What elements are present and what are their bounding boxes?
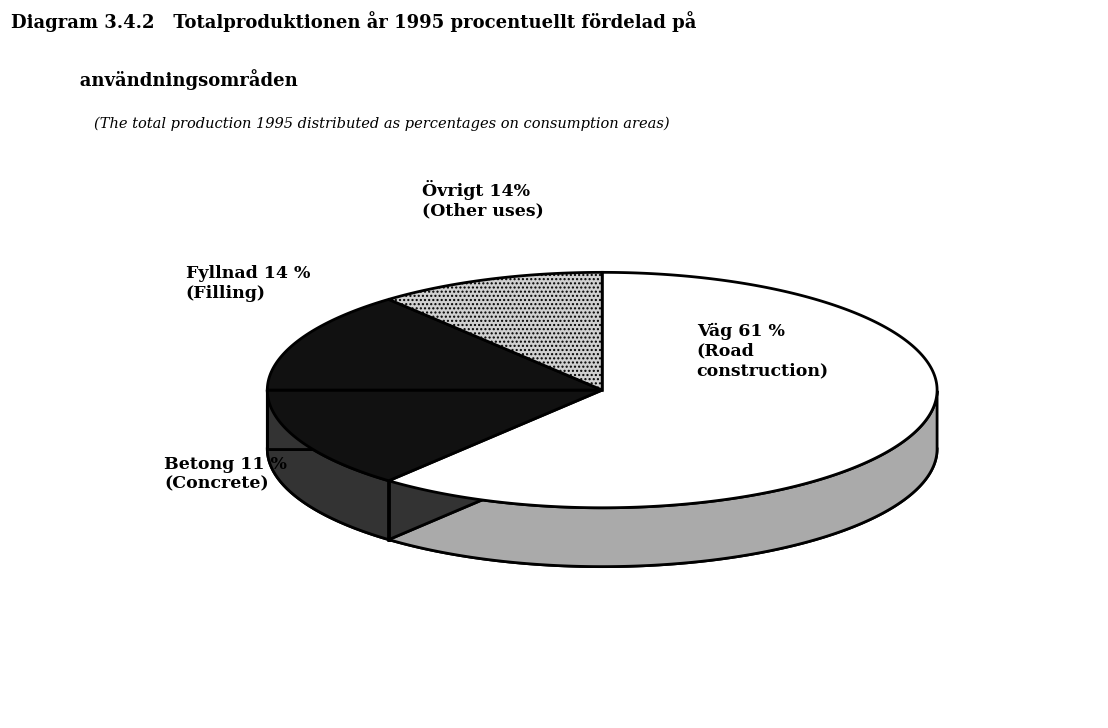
Polygon shape (267, 299, 603, 390)
Text: Betong 11 %
(Concrete): Betong 11 % (Concrete) (164, 456, 287, 492)
Text: Väg 61 %
(Road
construction): Väg 61 % (Road construction) (697, 323, 829, 379)
Polygon shape (389, 390, 603, 539)
Polygon shape (267, 390, 603, 449)
Text: (The total production 1995 distributed as percentages on consumption areas): (The total production 1995 distributed a… (94, 116, 670, 131)
Polygon shape (267, 390, 389, 539)
Polygon shape (267, 390, 603, 449)
Text: Diagram 3.4.2   Totalproduktionen år 1995 procentuellt fördelad på: Diagram 3.4.2 Totalproduktionen år 1995 … (11, 11, 697, 32)
Text: Fyllnad 14 %
(Filling): Fyllnad 14 % (Filling) (186, 265, 310, 302)
Polygon shape (389, 390, 603, 539)
Polygon shape (389, 272, 937, 507)
Polygon shape (389, 272, 603, 390)
Text: användningsområden: användningsområden (11, 69, 298, 90)
Polygon shape (267, 390, 603, 480)
Text: Övrigt 14%
(Other uses): Övrigt 14% (Other uses) (422, 180, 544, 219)
Polygon shape (389, 391, 937, 566)
